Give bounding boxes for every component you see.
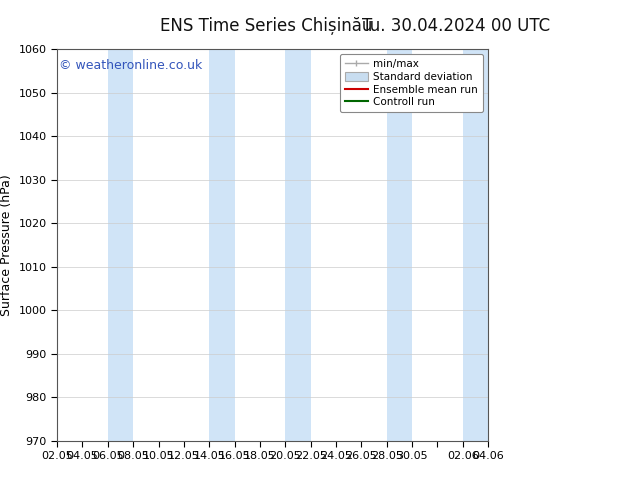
Bar [209, 49, 235, 441]
Text: Tu. 30.04.2024 00 UTC: Tu. 30.04.2024 00 UTC [363, 17, 550, 35]
Bar [285, 49, 311, 441]
Bar [463, 49, 488, 441]
Legend: min/max, Standard deviation, Ensemble mean run, Controll run: min/max, Standard deviation, Ensemble me… [340, 54, 483, 112]
Text: ENS Time Series Chișinău: ENS Time Series Chișinău [160, 17, 372, 35]
Y-axis label: Surface Pressure (hPa): Surface Pressure (hPa) [0, 174, 13, 316]
Bar [108, 49, 133, 441]
Bar [387, 49, 412, 441]
Text: © weatheronline.co.uk: © weatheronline.co.uk [59, 59, 202, 72]
